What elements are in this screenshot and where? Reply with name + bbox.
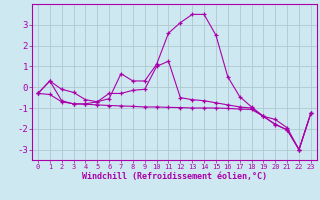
X-axis label: Windchill (Refroidissement éolien,°C): Windchill (Refroidissement éolien,°C) xyxy=(82,172,267,181)
